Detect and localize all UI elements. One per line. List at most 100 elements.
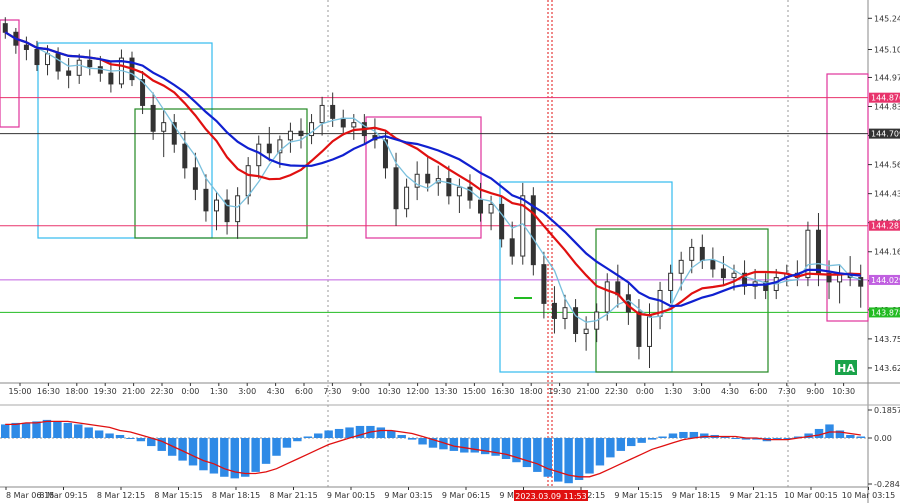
candle[interactable] <box>805 221 811 287</box>
candle[interactable] <box>551 286 557 334</box>
osc-bar <box>804 433 813 438</box>
candle[interactable] <box>710 247 716 278</box>
candle[interactable] <box>150 92 156 140</box>
time-tick-label: 9:00 <box>352 387 370 396</box>
osc-bar <box>74 424 83 438</box>
session-box[interactable] <box>365 116 482 239</box>
price-tag-label: 144.876 <box>871 94 900 103</box>
candle[interactable] <box>108 62 114 93</box>
candle[interactable] <box>224 189 230 235</box>
osc-bar <box>700 433 709 438</box>
osc-bar <box>773 438 782 440</box>
time-tick-label: 18:00 <box>520 387 543 396</box>
time-tick-label: 19:30 <box>94 387 117 396</box>
candle[interactable] <box>2 17 8 39</box>
candle[interactable] <box>604 273 610 321</box>
candle[interactable] <box>393 152 399 226</box>
session-box[interactable] <box>134 108 308 239</box>
candle[interactable] <box>87 49 93 76</box>
osc-time-tick-label: 10 Mar 00:15 <box>784 491 837 500</box>
candle[interactable] <box>161 109 167 158</box>
candle[interactable] <box>319 96 325 136</box>
candle[interactable] <box>203 174 209 222</box>
candle[interactable] <box>530 187 536 276</box>
osc-bar <box>282 438 292 448</box>
ha-badge[interactable]: HA <box>835 360 857 375</box>
osc-time-tick-label: 8 Mar 15:15 <box>154 491 202 500</box>
price-tag-label: 144.029 <box>871 276 900 285</box>
price-tag: 144.876 <box>869 92 900 103</box>
candle[interactable] <box>266 126 272 162</box>
candle[interactable] <box>763 273 769 300</box>
candle[interactable] <box>23 36 29 61</box>
osc-bar <box>345 427 354 438</box>
candle[interactable] <box>66 58 72 89</box>
candle[interactable] <box>76 53 82 84</box>
candle[interactable] <box>309 114 315 145</box>
osc-bar <box>553 438 563 482</box>
candle[interactable] <box>425 157 431 192</box>
candle[interactable] <box>499 195 505 248</box>
candle[interactable] <box>456 178 462 214</box>
candle[interactable] <box>858 264 864 308</box>
candle[interactable] <box>171 114 177 153</box>
osc-bar <box>84 427 93 438</box>
cursor-time-text: 2023.03.09 11:53 <box>515 492 586 501</box>
candle[interactable] <box>404 178 410 218</box>
session-box[interactable] <box>0 19 20 128</box>
time-tick-label: 3:00 <box>693 387 711 396</box>
osc-bar <box>199 438 208 471</box>
candle[interactable] <box>235 187 241 239</box>
osc-time-tick-label: 9 Mar 06:15 <box>442 491 490 500</box>
candle[interactable] <box>298 118 304 149</box>
candle[interactable] <box>826 260 832 300</box>
candle[interactable] <box>573 299 579 343</box>
osc-bar <box>731 438 740 439</box>
session-box[interactable] <box>37 42 213 239</box>
osc-time-tick-label: 8 Mar 09:15 <box>39 491 87 500</box>
candle[interactable] <box>382 131 388 179</box>
osc-bar <box>564 438 573 484</box>
candle[interactable] <box>287 122 293 153</box>
session-box[interactable] <box>595 228 769 373</box>
osc-time-tick-label: 10 Mar 03:15 <box>842 491 895 500</box>
osc-bar <box>679 431 688 438</box>
candle[interactable] <box>192 152 198 201</box>
price-tag-label: 144.709 <box>871 130 900 139</box>
candle[interactable] <box>330 92 336 127</box>
main-plot-area[interactable] <box>0 0 868 383</box>
osc-bar <box>136 438 146 442</box>
osc-bar <box>585 438 594 474</box>
osc-bar <box>460 438 469 453</box>
osc-bar <box>261 438 271 464</box>
osc-time-tick-label: 8 Mar 21:15 <box>269 491 317 500</box>
ma-fast-line <box>4 31 861 323</box>
candle[interactable] <box>562 294 568 330</box>
candle[interactable] <box>467 174 473 209</box>
session-box[interactable] <box>826 73 869 322</box>
osc-bar <box>157 438 166 451</box>
price-tick-label: 144.430 <box>874 190 900 199</box>
price-tag: 144.029 <box>869 274 900 285</box>
candle[interactable] <box>446 165 452 205</box>
candle[interactable] <box>140 71 146 115</box>
price-tick-label: 144.970 <box>874 73 900 82</box>
osc-bar <box>428 438 438 448</box>
candle[interactable] <box>182 131 188 179</box>
osc-bar <box>220 438 229 477</box>
time-tick-label: 22:30 <box>605 387 628 396</box>
candle[interactable] <box>720 256 726 287</box>
candle[interactable] <box>34 40 40 72</box>
osc-bar <box>32 421 41 438</box>
price-tick-label: 144.835 <box>874 103 900 112</box>
candle[interactable] <box>742 260 748 295</box>
candle[interactable] <box>214 191 219 231</box>
osc-bar <box>449 438 459 451</box>
osc-bar <box>11 422 20 438</box>
candle[interactable] <box>414 161 420 201</box>
candle[interactable] <box>541 251 547 319</box>
candle[interactable] <box>668 264 674 304</box>
time-tick-label: 10:30 <box>832 387 855 396</box>
price-tag-label: 144.281 <box>871 222 900 231</box>
